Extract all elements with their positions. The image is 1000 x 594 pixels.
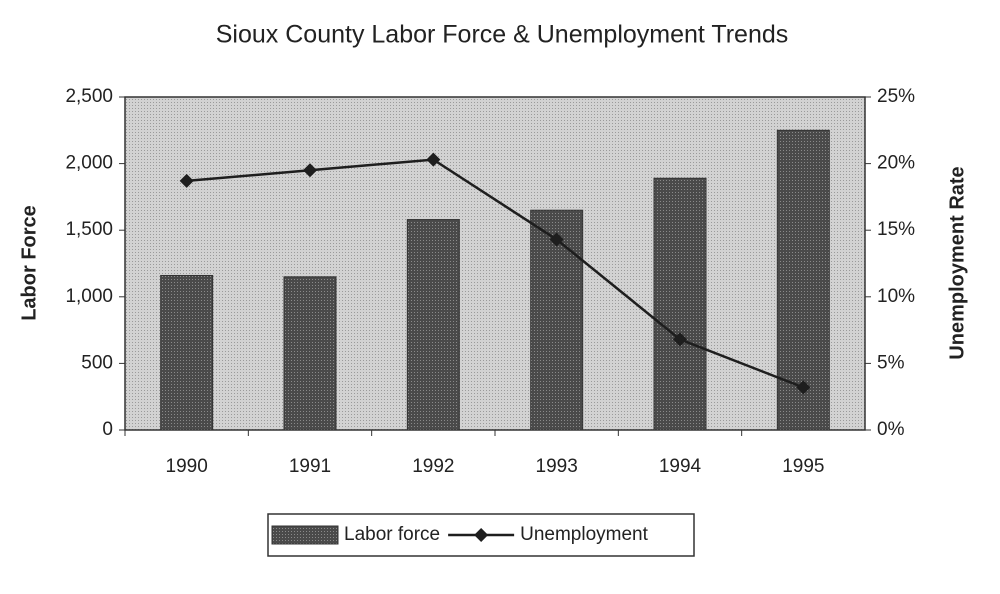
marker: [796, 380, 811, 395]
line: [186, 158, 804, 389]
y-tick-label: 1,000: [65, 286, 113, 307]
bar: [160, 274, 214, 431]
bar: [406, 219, 460, 431]
y-tick-label: 2,000: [65, 153, 113, 174]
x-tick-label: 1993: [536, 456, 578, 477]
bar: [653, 177, 707, 431]
y2-tick-label: 20%: [877, 153, 915, 174]
y2-tick-label: 15%: [877, 219, 915, 240]
x-tick-label: 1991: [289, 456, 331, 477]
y2-axis-title: Unemployment Rate: [946, 166, 968, 359]
y2-tick-label: 5%: [877, 352, 905, 373]
bar: [283, 276, 337, 431]
y-tick-label: 2,500: [65, 86, 113, 107]
legend-label: Labor force: [344, 524, 440, 545]
y2-tick-label: 10%: [877, 286, 915, 307]
x-tick-label: 1995: [782, 456, 824, 477]
x-tick-label: 1990: [166, 456, 208, 477]
marker: [303, 163, 317, 178]
x-tick-label: 1992: [412, 456, 454, 477]
marker: [673, 332, 687, 347]
y-tick-label: 500: [81, 352, 113, 373]
legend-marker: [474, 528, 489, 542]
y2-tick-label: 25%: [877, 86, 915, 107]
marker: [549, 232, 564, 247]
marker: [179, 173, 194, 188]
y-axis-title: Labor Force: [18, 205, 40, 321]
y-tick-label: 1,500: [65, 219, 113, 240]
legend-swatch: [271, 525, 339, 545]
chart-title: Sioux County Labor Force & Unemployment …: [216, 21, 789, 49]
plot-area: [124, 96, 866, 431]
y-tick-label: 0: [102, 419, 113, 440]
y2-tick-label: 0%: [877, 419, 905, 440]
marker: [426, 152, 441, 167]
bar: [530, 209, 584, 431]
legend-label: Unemployment: [520, 524, 648, 545]
x-tick-label: 1994: [659, 456, 702, 477]
